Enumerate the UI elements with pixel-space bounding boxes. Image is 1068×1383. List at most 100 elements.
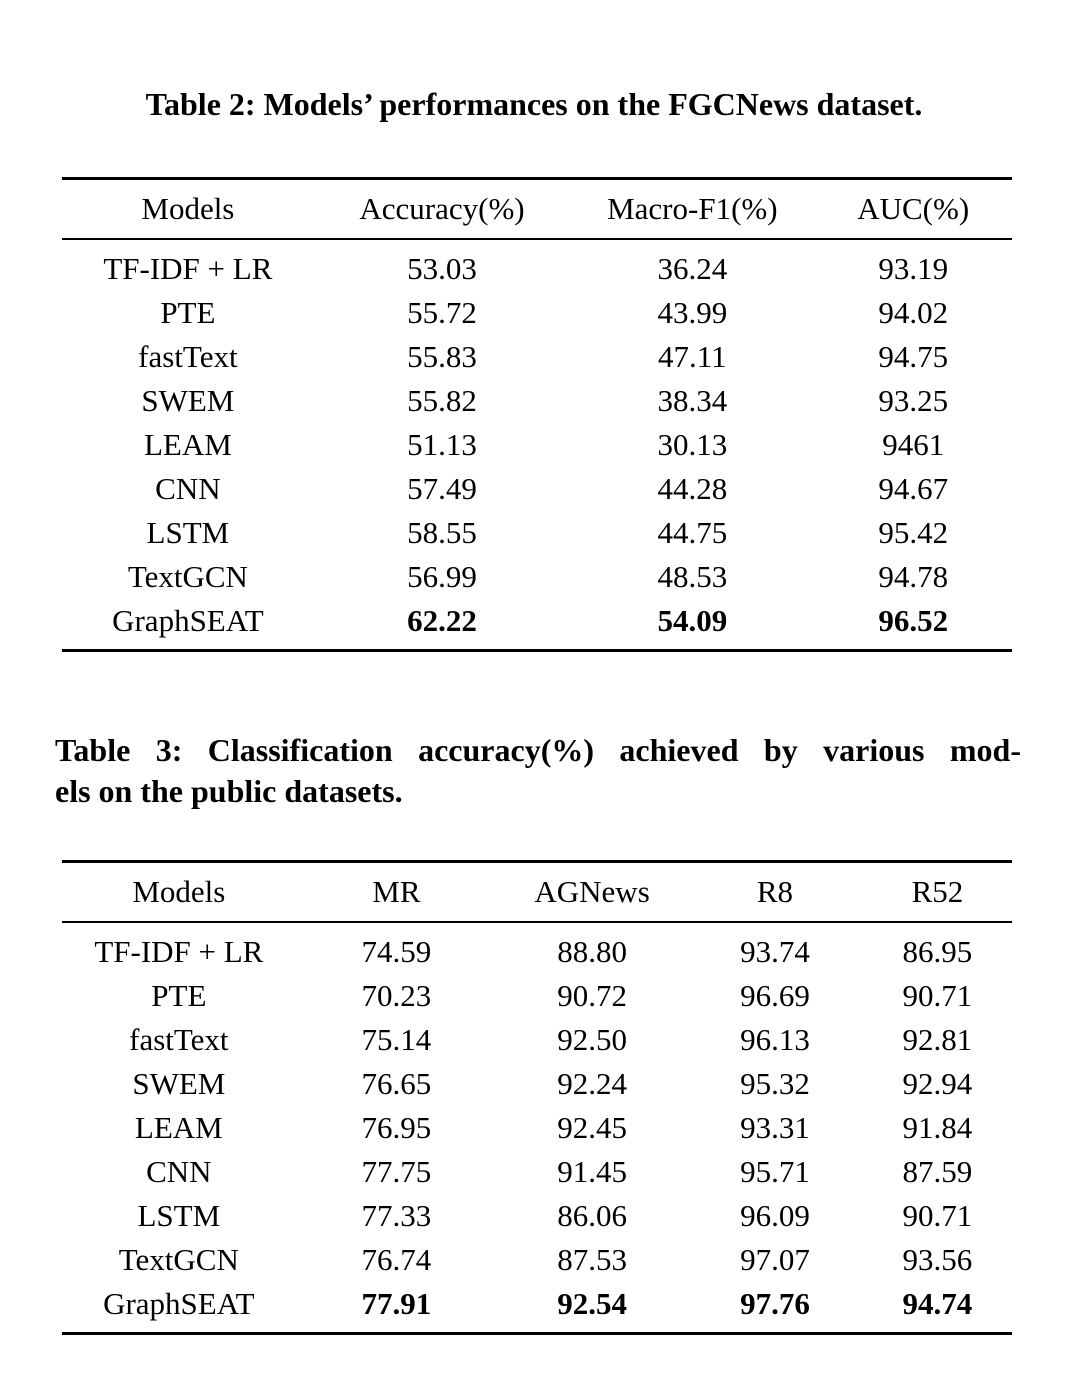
- table-row: fastText 55.83 47.11 94.75: [62, 335, 1012, 379]
- cell-agnews: 88.80: [557, 934, 627, 969]
- cell-r52: 91.84: [902, 1110, 973, 1145]
- table-row: LSTM 77.33 86.06 96.09 90.71: [62, 1194, 1012, 1238]
- cell-model: PTE: [160, 295, 216, 330]
- column-header-agnews: AGNews: [497, 861, 688, 923]
- cell-model: LSTM: [137, 1198, 221, 1233]
- table-row: PTE 70.23 90.72 96.69 90.71: [62, 974, 1012, 1018]
- column-header-auc: AUC(%): [814, 178, 1012, 240]
- cell-macro-f1: 30.13: [657, 427, 728, 462]
- cell-macro-f1: 36.24: [657, 251, 728, 286]
- cell-model: SWEM: [141, 383, 235, 418]
- table-row-best: GraphSEAT 62.22 54.09 96.52: [62, 599, 1012, 651]
- table2-caption: Table 2: Models’ performances on the FGC…: [145, 86, 923, 122]
- table2-body: TF-IDF + LR 53.03 36.24 93.19 PTE 55.72 …: [62, 239, 1012, 651]
- cell-agnews: 87.53: [557, 1242, 627, 1277]
- cell-accuracy: 55.82: [407, 383, 477, 418]
- cell-mr: 76.65: [361, 1066, 432, 1101]
- cell-auc: 94.67: [878, 471, 949, 506]
- cell-r52: 86.95: [902, 934, 973, 969]
- cell-mr: 76.74: [361, 1242, 432, 1277]
- cell-macro-f1: 48.53: [657, 559, 728, 594]
- table3-caption-line1: Table 3: Classification accuracy(%) achi…: [55, 732, 1021, 768]
- table-row: fastText 75.14 92.50 96.13 92.81: [62, 1018, 1012, 1062]
- cell-macro-f1: 44.75: [657, 515, 728, 550]
- cell-model: GraphSEAT: [112, 603, 264, 638]
- cell-model: SWEM: [132, 1066, 226, 1101]
- cell-macro-f1: 47.11: [658, 339, 727, 374]
- cell-mr: 77.33: [361, 1198, 432, 1233]
- cell-macro-f1: 54.09: [657, 603, 728, 638]
- cell-r52: 94.74: [902, 1286, 973, 1321]
- table-row: SWEM 76.65 92.24 95.32 92.94: [62, 1062, 1012, 1106]
- table-row: LSTM 58.55 44.75 95.42: [62, 511, 1012, 555]
- table-header-row: Models MR AGNews R8 R52: [62, 861, 1012, 923]
- table2: Models Accuracy(%) Macro-F1(%) AUC(%) TF…: [62, 177, 1012, 652]
- table-row: CNN 57.49 44.28 94.67: [62, 467, 1012, 511]
- cell-mr: 77.75: [361, 1154, 432, 1189]
- cell-r8: 97.07: [740, 1242, 810, 1277]
- cell-r52: 90.71: [902, 1198, 973, 1233]
- cell-mr: 76.95: [361, 1110, 432, 1145]
- cell-r8: 93.31: [740, 1110, 810, 1145]
- table-row: SWEM 55.82 38.34 93.25: [62, 379, 1012, 423]
- cell-r52: 92.81: [902, 1022, 973, 1057]
- cell-accuracy: 51.13: [407, 427, 477, 462]
- column-header-r8: R8: [687, 861, 863, 923]
- cell-auc: 94.75: [878, 339, 949, 374]
- table3: Models MR AGNews R8 R52 TF-IDF + LR 74.5…: [62, 860, 1012, 1335]
- cell-model: TextGCN: [127, 559, 248, 594]
- cell-agnews: 86.06: [557, 1198, 627, 1233]
- cell-auc: 93.25: [878, 383, 949, 418]
- cell-r52: 90.71: [902, 978, 973, 1013]
- cell-model: CNN: [146, 1154, 212, 1189]
- cell-r8: 96.69: [740, 978, 810, 1013]
- table3-body: TF-IDF + LR 74.59 88.80 93.74 86.95 PTE …: [62, 922, 1012, 1334]
- column-header-r52: R52: [862, 861, 1012, 923]
- cell-accuracy: 53.03: [407, 251, 477, 286]
- table3-caption: Table 3: Classification accuracy(%) achi…: [55, 730, 1021, 812]
- table2-header: Models Accuracy(%) Macro-F1(%) AUC(%): [62, 178, 1012, 240]
- table-row: PTE 55.72 43.99 94.02: [62, 291, 1012, 335]
- cell-agnews: 92.54: [557, 1286, 627, 1321]
- column-header-macro-f1: Macro-F1(%): [570, 178, 815, 240]
- table-row: TextGCN 56.99 48.53 94.78: [62, 555, 1012, 599]
- cell-mr: 70.23: [361, 978, 432, 1013]
- cell-model: fastText: [129, 1022, 229, 1057]
- cell-agnews: 92.50: [557, 1022, 627, 1057]
- cell-r8: 95.32: [740, 1066, 810, 1101]
- cell-auc: 94.78: [878, 559, 949, 594]
- table-row: LEAM 76.95 92.45 93.31 91.84: [62, 1106, 1012, 1150]
- cell-r8: 95.71: [740, 1154, 810, 1189]
- table-row: TextGCN 76.74 87.53 97.07 93.56: [62, 1238, 1012, 1282]
- cell-r8: 96.13: [740, 1022, 810, 1057]
- cell-mr: 77.91: [361, 1286, 432, 1321]
- cell-macro-f1: 38.34: [657, 383, 728, 418]
- cell-r52: 93.56: [902, 1242, 973, 1277]
- cell-r52: 92.94: [902, 1066, 973, 1101]
- table3-header: Models MR AGNews R8 R52: [62, 861, 1012, 923]
- cell-accuracy: 55.83: [407, 339, 477, 374]
- cell-model: TF-IDF + LR: [94, 934, 264, 969]
- cell-mr: 74.59: [361, 934, 432, 969]
- cell-macro-f1: 43.99: [657, 295, 728, 330]
- cell-mr: 75.14: [361, 1022, 432, 1057]
- cell-agnews: 91.45: [557, 1154, 627, 1189]
- cell-model: LEAM: [134, 1110, 223, 1145]
- cell-accuracy: 62.22: [407, 603, 477, 638]
- cell-model: LSTM: [146, 515, 230, 550]
- cell-accuracy: 55.72: [407, 295, 477, 330]
- cell-model: PTE: [151, 978, 207, 1013]
- cell-auc: 95.42: [878, 515, 949, 550]
- cell-r8: 96.09: [740, 1198, 810, 1233]
- cell-accuracy: 58.55: [407, 515, 477, 550]
- cell-macro-f1: 44.28: [657, 471, 728, 506]
- cell-model: TextGCN: [118, 1242, 239, 1277]
- table-row: TF-IDF + LR 53.03 36.24 93.19: [62, 239, 1012, 291]
- table3-caption-line2: els on the public datasets.: [55, 773, 403, 809]
- cell-auc: 9461: [882, 427, 945, 462]
- cell-auc: 96.52: [878, 603, 949, 638]
- cell-model: fastText: [138, 339, 238, 374]
- cell-model: TF-IDF + LR: [103, 251, 273, 286]
- cell-r8: 97.76: [740, 1286, 810, 1321]
